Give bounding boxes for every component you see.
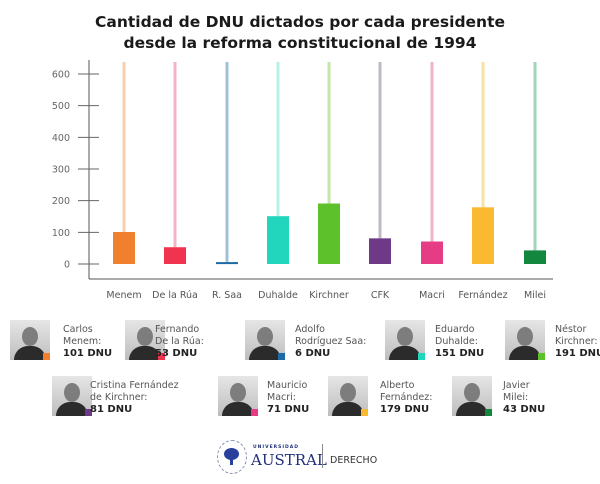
bar-stem — [481, 62, 485, 208]
president-name-line-2: De la Rúa: — [155, 336, 204, 347]
bar-stem — [430, 62, 434, 242]
president-photo — [10, 320, 50, 360]
bar-duhalde — [267, 216, 289, 264]
logo-austral-text: AUSTRAL — [251, 451, 327, 469]
logo-derecho-text: DERECHO — [330, 455, 378, 466]
logo-divider — [322, 444, 323, 468]
president-name-line-1: Alberto — [380, 380, 415, 391]
president-photo — [218, 376, 258, 416]
president-name-line-1: Mauricio — [267, 380, 308, 391]
x-tick-label: R. Saa — [212, 290, 242, 301]
bar-cfk — [369, 238, 391, 264]
dnu-count: 191 DNU — [555, 348, 600, 359]
president-name-line-2: Milei: — [503, 392, 529, 403]
bar-milei — [524, 250, 546, 264]
x-tick-label: Menem — [106, 290, 141, 301]
dnu-count: 101 DNU — [63, 348, 113, 359]
logo-universidad-text: UNIVERSIDAD — [253, 445, 299, 450]
bar-stem — [225, 62, 229, 263]
university-seal-icon — [217, 440, 247, 474]
president-name-line-2: Menem: — [63, 336, 102, 347]
chart-title: Cantidad de DNU dictados por cada presid… — [0, 12, 600, 54]
president-name-line-2: Fernández: — [380, 392, 433, 403]
bar-stem — [327, 62, 331, 204]
president-name-line-1: Adolfo — [295, 324, 325, 335]
bar-macri — [421, 241, 443, 264]
bar-chart: 0 100 200 300 400 500 600 Menem De la Rúa R. Saa D… — [52, 60, 553, 301]
bar-stem — [173, 62, 177, 248]
bar-fern-ndez — [472, 207, 494, 264]
president-name-line-2: Rodríguez Saa: — [295, 336, 367, 347]
y-tick-label: 400 — [52, 133, 70, 144]
president-name-line-1: Cristina Fernández — [90, 380, 179, 391]
y-tick-label: 600 — [52, 70, 70, 81]
chart-title-line-2: desde la reforma constitucional de 1994 — [123, 34, 477, 52]
president-name-line-1: Fernando — [155, 324, 200, 335]
dnu-count: 53 DNU — [155, 348, 198, 359]
x-tick-label: Milei — [524, 290, 546, 301]
y-tick-label: 200 — [52, 196, 70, 207]
president-name-line-2: Duhalde: — [435, 336, 478, 347]
president-photo — [452, 376, 492, 416]
bar-stem — [122, 62, 126, 233]
dnu-count: 71 DNU — [267, 404, 310, 415]
president-name-line-2: Kirchner: — [555, 336, 598, 347]
president-photo — [385, 320, 425, 360]
bar-r-saa — [216, 262, 238, 265]
bar-stem — [378, 62, 382, 239]
dnu-count: 43 DNU — [503, 404, 546, 415]
color-swatch — [361, 409, 368, 416]
color-swatch — [418, 353, 425, 360]
president-name-line-1: Eduardo — [435, 324, 475, 335]
x-tick-label: CFK — [371, 290, 390, 301]
y-tick-label: 500 — [52, 101, 70, 112]
bar-stem — [533, 62, 537, 251]
color-swatch — [538, 353, 545, 360]
president-name-line-1: Néstor — [555, 324, 587, 335]
x-tick-label: Kirchner — [309, 290, 349, 301]
x-tick-label: Duhalde — [258, 290, 298, 301]
y-tick-label: 0 — [64, 260, 70, 271]
president-name-line-1: Javier — [503, 380, 530, 391]
y-tick-label: 300 — [52, 165, 70, 176]
president-name-line-2: de Kirchner: — [90, 392, 148, 403]
bar-menem — [113, 232, 135, 264]
bar-kirchner — [318, 203, 340, 264]
president-photo — [52, 376, 92, 416]
bar-stem — [276, 62, 280, 217]
color-swatch — [158, 353, 165, 360]
y-tick-label: 100 — [52, 228, 70, 239]
x-tick-label: Fernández — [458, 290, 507, 301]
color-swatch — [85, 409, 92, 416]
x-tick-label: De la Rúa — [152, 290, 198, 301]
president-photo — [328, 376, 368, 416]
color-swatch — [278, 353, 285, 360]
x-tick-label: Macri — [419, 290, 445, 301]
color-swatch — [485, 409, 492, 416]
austral-derecho-logo: UNIVERSIDAD AUSTRAL DERECHO — [217, 438, 387, 474]
dnu-count: 6 DNU — [295, 348, 331, 359]
dnu-count: 151 DNU — [435, 348, 485, 359]
president-photo — [245, 320, 285, 360]
color-swatch — [43, 353, 50, 360]
color-swatch — [251, 409, 258, 416]
chart-title-line-1: Cantidad de DNU dictados por cada presid… — [94, 13, 506, 31]
president-name-line-2: Macri: — [267, 392, 296, 403]
dnu-count: 179 DNU — [380, 404, 430, 415]
president-photo — [125, 320, 165, 360]
president-photo — [505, 320, 545, 360]
bar-de-la-r-a — [164, 247, 186, 264]
dnu-count: 81 DNU — [90, 404, 133, 415]
president-name-line-1: Carlos — [63, 324, 93, 335]
